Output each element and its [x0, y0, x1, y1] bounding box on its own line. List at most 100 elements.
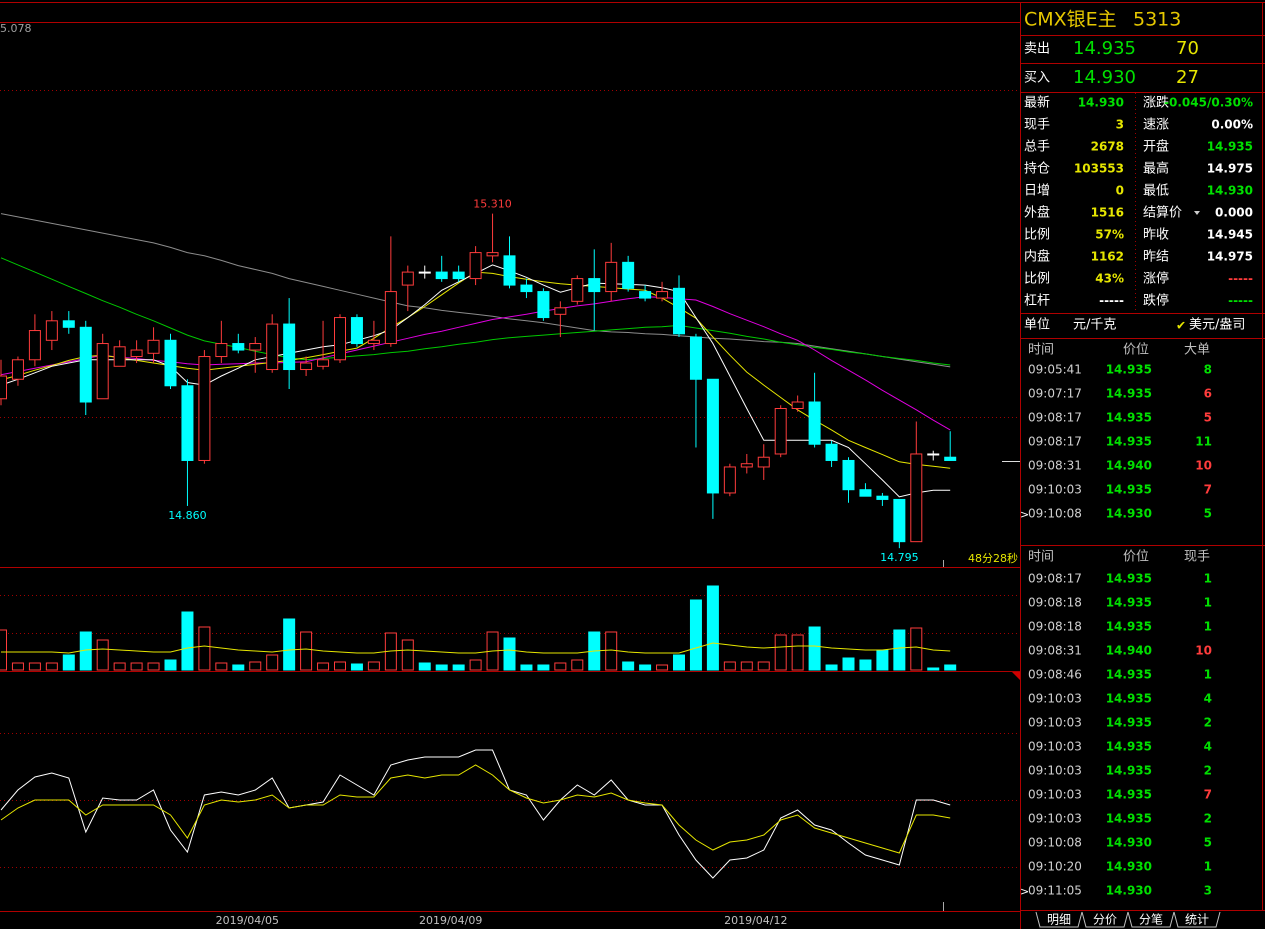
- row-time: 09:10:08: [1028, 836, 1082, 850]
- candle-body: [808, 401, 821, 445]
- field-label: 涨跌: [1143, 95, 1169, 111]
- candle-body: [910, 453, 923, 543]
- row-time: 09:08:18: [1028, 596, 1082, 610]
- candle-body: [944, 456, 957, 461]
- row-time: 09:08:31: [1028, 644, 1082, 658]
- field-value: 103553: [1074, 162, 1124, 176]
- volume-bar: [418, 662, 431, 671]
- row-volume: 2: [1204, 716, 1212, 730]
- candle-body: [825, 443, 838, 461]
- volume-bar: [825, 664, 838, 671]
- row-volume: 4: [1204, 692, 1212, 706]
- tab[interactable]: 明细: [1047, 913, 1071, 927]
- volume-bar: [164, 659, 177, 671]
- volume-bar: [96, 639, 109, 671]
- candle-body: [232, 343, 245, 351]
- volume-bar: [452, 664, 465, 671]
- dropdown-icon: [1194, 211, 1200, 215]
- candle-body: [842, 459, 855, 491]
- volume-bar: [130, 662, 143, 671]
- row-time: 09:07:17: [1028, 387, 1082, 401]
- field-value: -----: [1228, 272, 1253, 286]
- volume-average: [1, 642, 951, 654]
- candle-body: [673, 287, 685, 335]
- row-time: 09:08:46: [1028, 668, 1082, 682]
- column-header: 现手: [1184, 550, 1210, 565]
- row-time: 09:10:20: [1028, 860, 1082, 874]
- field-value: 3: [1116, 118, 1124, 132]
- candle-body: [554, 307, 567, 315]
- candle-body: [215, 343, 228, 358]
- volume-bar: [266, 654, 279, 671]
- candle-body: [418, 271, 431, 274]
- candle-body: [130, 349, 143, 358]
- row-time: 09:08:31: [1028, 459, 1082, 473]
- candle-body: [367, 339, 380, 345]
- volume-bar: [45, 662, 58, 671]
- volume-bar: [673, 654, 685, 671]
- moving-average: [0, 213, 951, 368]
- field-value: 1516: [1091, 206, 1124, 220]
- row-time: 09:11:05: [1028, 884, 1082, 898]
- candle-body: [181, 385, 194, 461]
- field-label: 外盘: [1024, 205, 1050, 221]
- instrument-name: CMX银E主: [1024, 9, 1117, 31]
- row-volume: 1: [1204, 620, 1212, 634]
- row-price: 14.935: [1106, 483, 1152, 497]
- moving-average: [0, 257, 951, 366]
- row-volume: 7: [1204, 788, 1212, 802]
- tab[interactable]: 分笔: [1139, 912, 1163, 927]
- row-price: 14.935: [1106, 692, 1152, 706]
- row-price: 14.935: [1106, 596, 1152, 610]
- candle-body: [334, 317, 346, 361]
- volume-bar: [367, 661, 380, 671]
- volume-bar: [62, 654, 75, 671]
- row-time: 09:10:08: [1028, 507, 1082, 521]
- row-price: 14.930: [1106, 860, 1152, 874]
- ask-label: 卖出: [1024, 42, 1050, 57]
- row-price: 14.930: [1106, 836, 1152, 850]
- candle-body: [520, 284, 533, 293]
- tab[interactable]: 分价: [1093, 913, 1117, 927]
- volume-bar: [249, 661, 262, 671]
- row-time: 09:10:03: [1028, 788, 1082, 802]
- row-cursor: >: [1020, 885, 1029, 898]
- row-volume: 10: [1195, 459, 1212, 473]
- row-price: 14.935: [1106, 716, 1152, 730]
- candle-body: [113, 346, 126, 367]
- field-label: 比例: [1024, 228, 1050, 243]
- candle-body: [639, 291, 652, 299]
- tab[interactable]: 统计: [1185, 913, 1209, 927]
- field-label: 速涨: [1143, 118, 1169, 133]
- field-value: 43%: [1095, 272, 1124, 286]
- unit-option: 美元/盎司: [1189, 318, 1245, 333]
- volume-bar: [859, 659, 872, 671]
- volume-bar: [11, 662, 24, 671]
- field-value: 0.00%: [1211, 118, 1253, 132]
- row-volume: 3: [1204, 884, 1212, 898]
- row-volume: 5: [1204, 411, 1212, 425]
- row-cursor: >: [1020, 508, 1029, 521]
- candle-body: [486, 252, 499, 257]
- candle-body: [757, 456, 770, 468]
- candle-body: [164, 339, 177, 387]
- row-price: 14.935: [1106, 620, 1152, 634]
- volume-bar: [791, 634, 804, 671]
- field-label: 昨收: [1143, 228, 1169, 243]
- row-price: 14.940: [1106, 644, 1152, 658]
- row-volume: 1: [1204, 668, 1212, 682]
- candle-body: [96, 343, 109, 400]
- candle-body: [622, 261, 635, 289]
- candle-body: [503, 255, 516, 286]
- field-value: -----: [1099, 294, 1124, 308]
- volume-bar: [181, 611, 194, 671]
- field-label: 最高: [1143, 161, 1169, 177]
- volume-bar: [842, 657, 855, 671]
- row-time: 09:10:03: [1028, 692, 1082, 706]
- field-value: -----: [1228, 294, 1253, 308]
- row-price: 14.935: [1106, 740, 1152, 754]
- candle-body: [706, 378, 719, 494]
- volume-bar: [503, 637, 516, 671]
- field-label: 最低: [1143, 184, 1169, 199]
